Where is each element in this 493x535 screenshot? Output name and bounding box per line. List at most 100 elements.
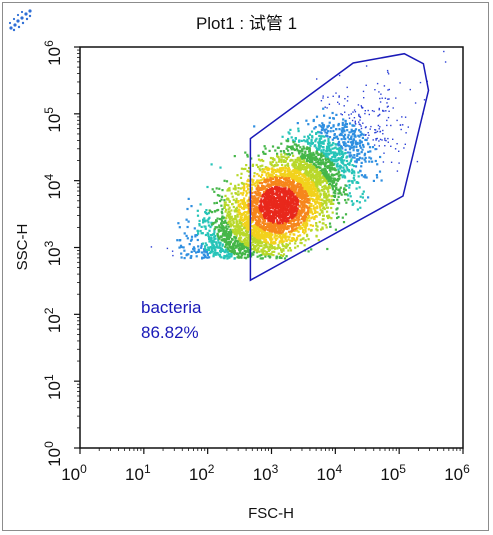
event-dot xyxy=(329,175,332,178)
event-dot xyxy=(244,201,247,204)
event-dot xyxy=(360,165,363,168)
event-dot xyxy=(275,173,278,177)
gate-bacteria[interactable] xyxy=(249,52,430,282)
event-dot xyxy=(398,150,400,152)
event-dot xyxy=(331,182,334,185)
event-dot xyxy=(239,250,242,253)
event-dot xyxy=(301,160,304,163)
event-dot xyxy=(324,200,327,203)
event-dot xyxy=(230,254,233,257)
event-dot xyxy=(220,223,223,226)
event-dot xyxy=(358,121,360,123)
event-dot xyxy=(239,215,242,219)
event-dot xyxy=(290,193,293,196)
event-dot xyxy=(295,147,298,151)
event-dot xyxy=(216,194,219,197)
event-dot xyxy=(208,240,211,243)
event-dot xyxy=(300,227,303,230)
event-dot xyxy=(283,160,286,163)
event-dot xyxy=(335,165,338,168)
event-dot xyxy=(293,164,296,167)
event-dot xyxy=(178,246,181,249)
event-dot xyxy=(338,150,341,153)
event-dot xyxy=(342,118,345,121)
event-dot xyxy=(211,250,214,253)
event-dot xyxy=(247,242,250,245)
event-dot xyxy=(287,249,290,252)
event-dot xyxy=(348,161,351,164)
event-dot xyxy=(275,161,278,164)
event-dot xyxy=(197,230,200,233)
event-dot xyxy=(254,199,257,202)
event-dot xyxy=(374,132,376,134)
event-dot xyxy=(321,146,324,149)
event-dot xyxy=(311,168,314,171)
event-dot xyxy=(274,232,277,235)
event-dot xyxy=(274,234,277,237)
event-dot xyxy=(285,232,288,235)
event-dot xyxy=(361,196,364,199)
event-dot xyxy=(321,158,325,161)
event-dot xyxy=(265,201,269,204)
event-dot xyxy=(259,223,262,226)
event-dot xyxy=(373,110,375,113)
event-dot xyxy=(288,195,291,198)
event-dot xyxy=(322,142,325,145)
event-dot xyxy=(290,207,293,211)
event-dot xyxy=(238,229,241,232)
event-dot xyxy=(280,209,283,212)
event-dot xyxy=(204,248,207,251)
event-dot xyxy=(292,197,295,200)
event-dot xyxy=(343,133,347,136)
event-dot xyxy=(320,172,324,175)
event-dot xyxy=(310,180,313,184)
event-dot xyxy=(302,228,305,232)
event-dot xyxy=(317,239,320,242)
event-dot xyxy=(283,216,286,220)
event-dot xyxy=(280,167,283,170)
event-dot xyxy=(207,236,211,239)
event-dot xyxy=(296,197,299,200)
event-dot xyxy=(240,219,243,222)
event-dot xyxy=(303,197,306,200)
event-dot xyxy=(255,250,258,253)
event-dot xyxy=(211,240,214,243)
event-dot xyxy=(296,236,299,239)
event-dot xyxy=(331,143,334,146)
event-dot xyxy=(232,198,235,201)
event-dot xyxy=(387,89,389,91)
event-dot xyxy=(229,228,232,231)
event-dot xyxy=(316,78,318,80)
event-dot xyxy=(321,169,324,172)
event-dot xyxy=(361,192,364,196)
event-dot xyxy=(318,134,321,137)
event-dot xyxy=(382,161,385,163)
event-dot xyxy=(383,152,385,154)
event-dot xyxy=(267,213,270,216)
event-dot xyxy=(382,129,384,132)
event-dot xyxy=(230,240,233,243)
event-dot xyxy=(289,215,292,218)
event-dot xyxy=(350,200,353,203)
event-dot xyxy=(260,158,263,162)
event-dot xyxy=(281,163,284,167)
event-dot xyxy=(260,210,263,213)
event-dot xyxy=(269,226,272,229)
event-dot xyxy=(296,222,299,225)
event-dot xyxy=(321,135,324,138)
event-dot xyxy=(315,196,318,199)
event-dot xyxy=(221,232,225,235)
event-dot xyxy=(281,235,284,238)
event-dot xyxy=(380,179,383,182)
event-dot xyxy=(281,223,284,226)
event-dot xyxy=(242,207,246,211)
event-dot xyxy=(289,249,293,252)
event-dot xyxy=(282,247,285,250)
event-dot xyxy=(383,85,386,87)
event-dot xyxy=(265,181,268,184)
event-dot xyxy=(207,232,210,235)
event-dot xyxy=(300,150,303,153)
event-dot xyxy=(351,203,354,206)
event-dot xyxy=(291,182,294,185)
